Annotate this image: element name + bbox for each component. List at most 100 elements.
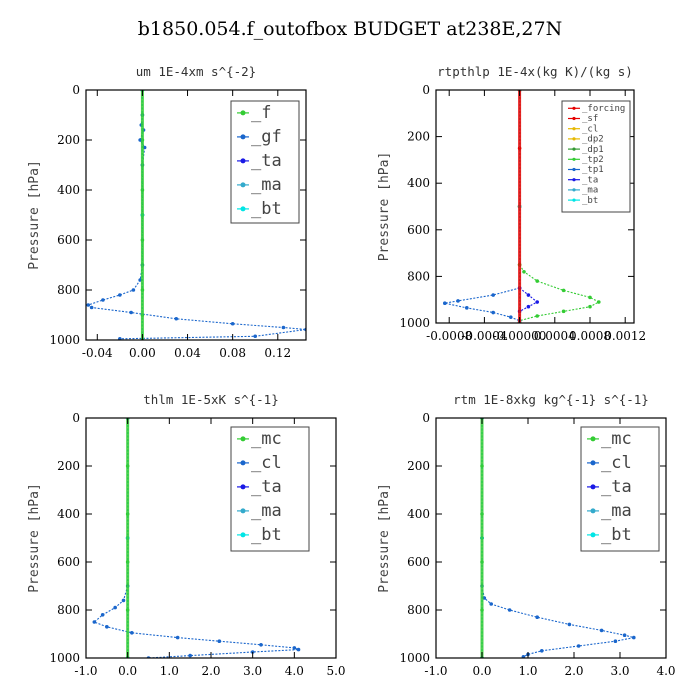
legend-entry: _gf: [251, 127, 282, 147]
legend-entry: _bt: [601, 525, 632, 545]
legend: _mc _cl _ta _ma _bt: [230, 426, 310, 552]
y-tick-label: 600: [407, 223, 430, 237]
data-point: [465, 306, 469, 310]
legend-marker: [572, 198, 576, 202]
data-point: [567, 622, 572, 627]
data-point: [540, 649, 544, 653]
legend-entry: _tp1: [582, 165, 604, 175]
y-tick-label: 1000: [49, 333, 80, 347]
data-point: [622, 633, 627, 637]
panel-2: rtpthlp 1E-4x(kg K)/(kg s) Pressure [hPa]…: [377, 64, 646, 343]
data-point: [535, 615, 539, 619]
legend-marker: [572, 137, 576, 141]
legend-marker: [240, 206, 246, 212]
y-tick-label: 400: [407, 176, 430, 190]
y-tick-label: 600: [57, 555, 80, 569]
data-point: [526, 293, 531, 297]
y-tick-label: 200: [57, 459, 80, 473]
data-point: [92, 620, 97, 624]
legend-marker: [590, 532, 596, 538]
legend-entry: _bt: [251, 525, 282, 545]
plot-area: [86, 90, 306, 340]
legend-marker: [590, 508, 596, 514]
panel-title: um 1E-4xm s^{-2}: [136, 64, 256, 79]
plot-frame: [435, 89, 635, 324]
legend-marker: [240, 508, 246, 514]
legend-marker: [590, 436, 596, 442]
legend-marker: [572, 116, 576, 121]
y-tick-label: 800: [57, 603, 80, 617]
x-tick-label: -1.0: [74, 664, 97, 678]
y-tick-label: 0: [72, 83, 80, 97]
data-point: [217, 639, 222, 643]
legend-marker: [572, 106, 576, 110]
y-tick-label: 600: [407, 555, 430, 569]
data-point: [509, 315, 513, 319]
data-point: [599, 628, 604, 633]
legend-marker: [572, 157, 576, 161]
x-tick-label: 0.0004: [534, 329, 576, 343]
data-point: [296, 647, 301, 652]
data-point: [576, 644, 581, 648]
y-tick-label: 800: [407, 603, 430, 617]
series-line-tp2: [519, 90, 600, 322]
panel-4: rtm 1E-8xkg kg^{-1} s^{-1} Pressure [hPa]…: [377, 392, 676, 678]
data-point: [526, 304, 531, 309]
y-axis-label: Pressure [hPa]: [377, 152, 392, 262]
x-tick-label: 0.00: [129, 346, 156, 360]
legend: _forcing_sf_cl_dp2_dp1_tp2_tp1_ta_ma_bt: [561, 100, 631, 213]
legend-marker: [240, 532, 246, 538]
y-tick-label: 200: [407, 130, 430, 144]
x-tick-label: 0.0012: [604, 329, 646, 343]
data-point: [535, 314, 539, 318]
y-tick-label: 200: [57, 133, 80, 147]
data-point: [230, 321, 235, 326]
data-point: [489, 602, 494, 606]
data-point: [175, 635, 180, 640]
data-point: [521, 655, 526, 658]
legend-entry: _f: [251, 103, 271, 123]
legend-marker: [240, 110, 246, 116]
x-tick-label: 0.0008: [569, 329, 611, 343]
x-tick-label: 4.0: [285, 664, 304, 678]
plot-area: [92, 418, 301, 658]
panel-1: um 1E-4xm s^{-2} Pressure [hPa] -0.04 0.00 0…: [27, 64, 307, 360]
y-tick-label: 400: [57, 507, 80, 521]
data-point: [129, 310, 133, 315]
data-point: [613, 639, 618, 643]
legend-marker: [572, 147, 576, 151]
x-tick-label: 1.0: [160, 664, 179, 678]
data-point: [259, 643, 263, 647]
data-point: [491, 310, 496, 315]
data-point: [535, 279, 539, 283]
legend-marker: [240, 158, 246, 164]
legend-marker: [240, 484, 246, 490]
legend-entry: _ta: [582, 175, 598, 185]
data-point: [113, 605, 117, 610]
legend-marker: [572, 178, 576, 182]
data-point: [253, 334, 258, 339]
x-tick-label: 4.0: [656, 664, 675, 678]
legend-entry: _dp2: [582, 135, 604, 145]
y-tick-label: 200: [407, 459, 430, 473]
x-tick-label: 0.12: [264, 346, 291, 360]
x-tick-label: 1.0: [518, 664, 537, 678]
data-point: [174, 316, 179, 321]
plot-area: [480, 418, 636, 658]
y-tick-label: 1000: [49, 651, 80, 665]
data-point: [522, 269, 526, 274]
legend-marker: [240, 134, 246, 140]
data-point: [121, 598, 126, 603]
y-tick-label: 800: [57, 283, 80, 297]
data-point: [281, 325, 286, 330]
data-point: [86, 303, 91, 307]
legend-marker: [590, 484, 596, 490]
y-tick-label: 0: [72, 411, 80, 425]
y-tick-label: 600: [57, 233, 80, 247]
data-point: [131, 288, 136, 292]
data-point: [632, 635, 636, 640]
figure-title: b1850.054.f_outofbox BUDGET at238E,27N: [137, 18, 563, 40]
y-axis-label: Pressure [hPa]: [27, 483, 42, 593]
legend-entry: _cl: [582, 124, 598, 134]
